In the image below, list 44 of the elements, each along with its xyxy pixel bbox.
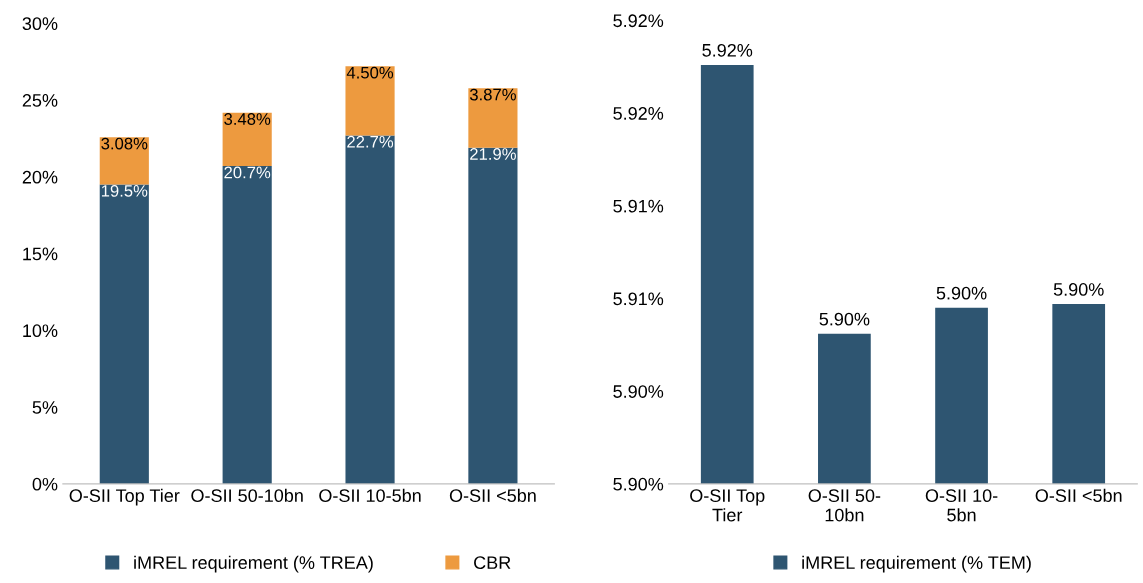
data-label: 20.7% (224, 166, 271, 179)
data-label: 3.08% (101, 137, 148, 150)
data-label: 3.87% (469, 88, 516, 101)
y-tick-label: 5.92% (613, 107, 664, 120)
x-tick-label: O-SII 10-5bn (319, 488, 421, 503)
x-tick-label: O-SII Top Tier (69, 488, 180, 506)
data-label: 3.48% (224, 113, 271, 125)
y-tick-label: 5.91% (613, 292, 664, 306)
bar (222, 112, 272, 167)
y-tick-label: 5% (32, 401, 58, 414)
x-tick-label: O-SII 50-10bn (191, 488, 303, 503)
bar (468, 88, 518, 148)
x-tick-label: O-SII <5bn (449, 488, 536, 503)
y-tick-label: 25% (22, 94, 58, 107)
legend-label: CBR (474, 556, 511, 570)
x-tick-label: O-SII 50-10bn (808, 489, 881, 522)
y-tick-label: 0% (32, 477, 58, 491)
y-tick-label: 20% (22, 170, 58, 184)
legend-label: iMREL requirement (% TEM) (802, 555, 1031, 573)
data-label: 21.9% (470, 148, 516, 160)
bar (99, 184, 149, 484)
data-label: 4.50% (346, 66, 394, 79)
data-label: 19.5% (101, 184, 148, 197)
x-tick-label: O-SII 10-5bn (925, 489, 998, 522)
bar (345, 135, 395, 484)
x-tick-label: O-SII <5bn (1035, 488, 1122, 503)
x-tick-label: O-SII Top Tier (690, 489, 765, 522)
data-label: 5.90% (936, 286, 987, 300)
bar (222, 166, 272, 484)
bar (468, 147, 518, 484)
y-tick-label: 30% (22, 17, 58, 31)
y-tick-label: 5.91% (613, 199, 664, 213)
legend-label: iMREL requirement (% TREA) (134, 555, 373, 573)
y-tick-label: 15% (23, 247, 58, 261)
y-tick-label: 5.90% (613, 385, 664, 398)
bar (99, 137, 149, 185)
y-tick-label: 5.90% (613, 477, 664, 491)
bar (345, 66, 395, 136)
data-label: 22.7% (347, 135, 394, 148)
data-label: 5.90% (819, 312, 870, 326)
data-label: 5.90% (1053, 283, 1104, 296)
y-tick-label: 5.92% (613, 14, 664, 28)
data-label: 5.92% (702, 43, 753, 57)
y-tick-label: 10% (23, 324, 58, 338)
